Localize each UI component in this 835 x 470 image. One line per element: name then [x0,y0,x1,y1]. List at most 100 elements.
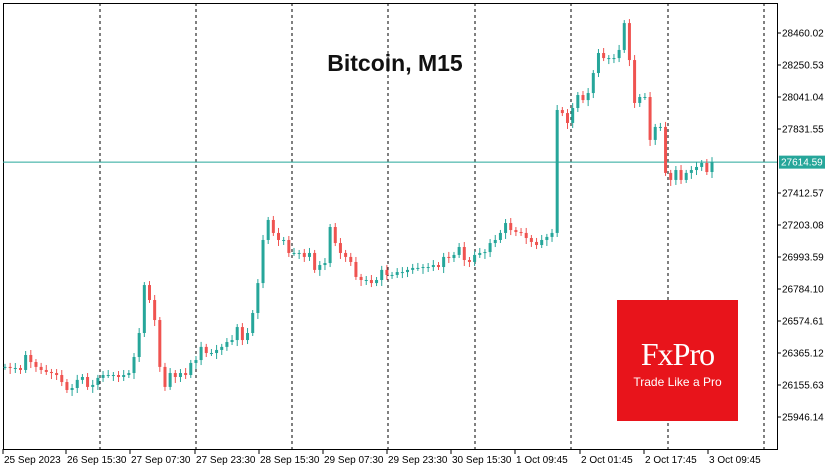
candle-body [566,113,570,123]
candle-body [493,239,497,244]
candle-body [318,265,322,270]
candle-body [127,373,131,376]
y-tick-label: 28460.02 [782,29,824,40]
candle-body [524,232,528,238]
candle-body [617,49,621,59]
candle-body [313,252,317,270]
candle-body [354,261,358,277]
candle-body [452,254,456,259]
candle-body [390,274,394,276]
candle-body [689,170,693,173]
candle-body [137,333,141,357]
candle-body [184,373,188,376]
candle-body [571,108,575,123]
candle-body [416,267,420,269]
candle-body [400,272,404,274]
candle-body [39,366,43,370]
candle-body [287,239,291,253]
candle-body [375,280,379,284]
x-tick-label: 30 Sep 15:30 [452,455,512,466]
candle-body [230,340,234,343]
candle-body [555,109,559,233]
candle-body [111,375,115,377]
current-price-badge [779,155,825,169]
y-tick-label: 25946.14 [782,413,824,424]
candle-body [194,360,198,363]
candle-body [338,243,342,253]
candle-body [406,269,410,273]
candle-body [328,226,332,264]
candle-body [638,97,642,103]
candle-body [684,172,688,180]
candle-body [442,256,446,268]
candle-body [488,243,492,253]
candle-body [80,377,84,380]
candle-body [168,373,172,387]
candle-body [535,241,539,246]
candle-body [220,346,224,350]
candle-body [622,23,626,50]
candle-body [633,60,637,103]
logo-brand: FxPro [640,336,715,372]
candle-body [596,53,600,74]
candle-body [240,327,244,341]
candle-body [457,247,461,255]
current-price-label: 27614.59 [781,158,823,169]
candle-body [158,320,162,367]
plot-frame [3,3,778,450]
y-tick-label: 26784.10 [782,285,824,296]
candle-body [695,166,699,171]
candle-body [13,367,17,369]
candle-body [178,373,182,378]
candle-body [664,126,668,173]
candle-body [349,256,353,262]
candle-body [679,170,683,180]
candle-body [65,382,69,390]
candle-body [560,109,564,114]
candle-body [209,353,213,355]
candle-body [282,239,286,241]
candle-body [271,219,275,233]
candle-body [380,269,384,281]
candle-body [277,232,281,240]
candle-body [251,312,255,334]
candle-body [3,366,7,368]
chart-title: Bitcoin, M15 [327,50,463,76]
candle-body [333,226,337,244]
candle-body [199,346,203,361]
x-tick-label: 29 Sep 07:30 [324,455,384,466]
candle-body [653,126,657,140]
candle-body [462,247,466,260]
candle-body [225,342,229,347]
y-tick-label: 26155.63 [782,381,824,392]
x-tick-label: 29 Sep 23:30 [388,455,448,466]
candle-body [705,162,709,173]
x-tick-label: 1 Oct 09:45 [516,455,568,466]
candle-body [70,387,74,390]
candle-body [581,95,585,101]
candle-body [117,375,121,378]
fxpro-logo: FxPro Trade Like a Pro [617,300,738,421]
x-tick-label: 25 Sep 2023 [4,455,61,466]
candle-body [627,23,631,61]
candle-body [504,223,508,233]
candle-body [24,355,28,370]
x-tick-label: 27 Sep 23:30 [196,455,256,466]
candle-body [550,232,554,237]
y-tick-label: 27203.08 [782,221,824,232]
candle-body [215,349,219,354]
candle-body [467,259,471,262]
candle-body [700,162,704,167]
x-tick-label: 28 Sep 15:30 [260,455,320,466]
candle-body [509,223,513,231]
candle-body [261,239,265,284]
candle-body [710,162,714,173]
candle-body [96,377,100,385]
candle-body [101,375,105,378]
candle-body [153,300,157,321]
candle-body [307,252,311,257]
candle-body [91,384,95,387]
candle-body [658,126,662,128]
y-tick-label: 28041.04 [782,93,824,104]
candle-body [204,346,208,354]
